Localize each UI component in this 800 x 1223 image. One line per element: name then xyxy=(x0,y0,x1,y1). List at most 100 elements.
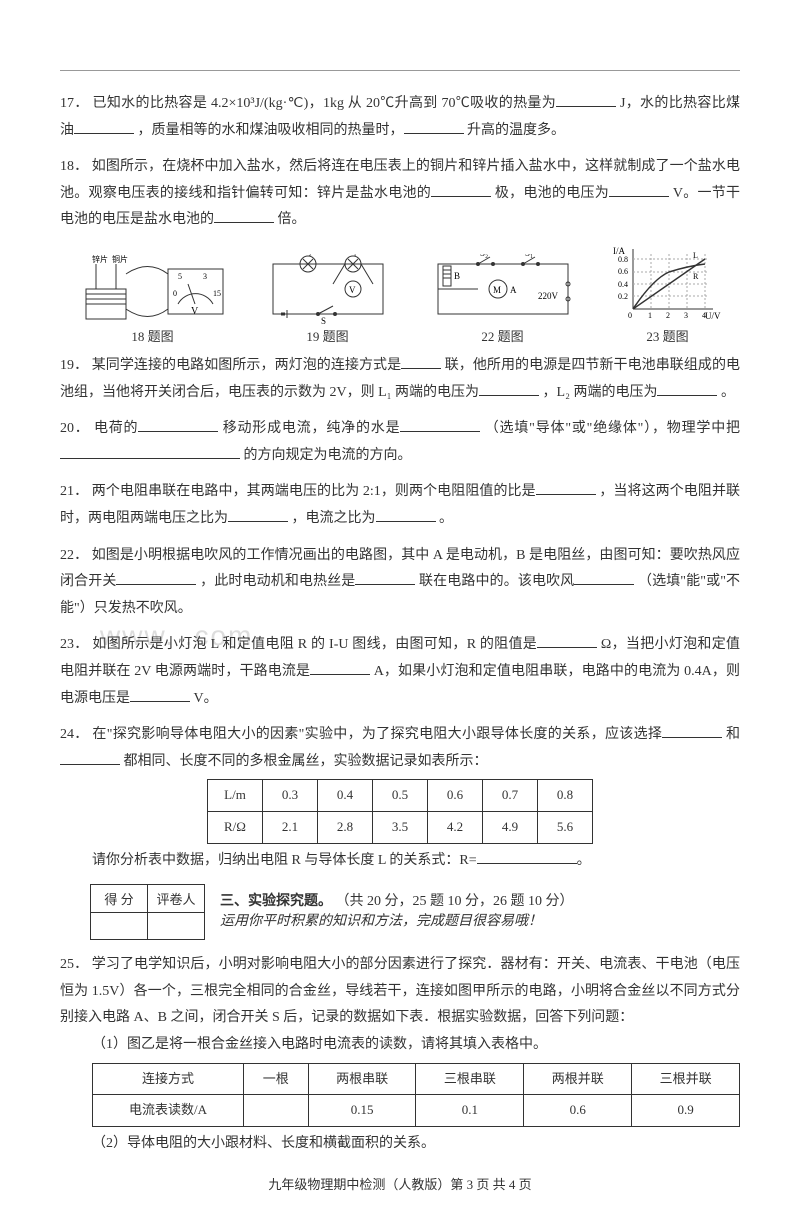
blank xyxy=(60,444,240,459)
svg-text:220V: 220V xyxy=(538,291,559,301)
q24-table: L/m 0.3 0.4 0.5 0.6 0.7 0.8 R/Ω 2.1 2.8 … xyxy=(207,779,593,843)
q21-text4: 。 xyxy=(439,511,453,526)
q19-num: 19． xyxy=(60,358,88,373)
svg-text:R: R xyxy=(693,272,699,281)
q25-sub2: （2）导体电阻的大小跟材料、长度和横截面积的关系。 xyxy=(60,1131,740,1158)
q20-text3: （选填"导体"或"绝缘体"），物理学中把 xyxy=(485,421,740,436)
blank xyxy=(477,849,577,864)
cell: 两根串联 xyxy=(308,1063,416,1095)
cell: 0.4 xyxy=(318,780,373,812)
blank xyxy=(214,208,274,223)
q19-text3: ，L₂ 两端的电压为 xyxy=(543,385,658,400)
cell: 0.6 xyxy=(428,780,483,812)
svg-text:0.2: 0.2 xyxy=(618,292,628,301)
q24-text2: 和 xyxy=(726,727,740,742)
svg-text:M: M xyxy=(493,285,501,295)
q20-text2: 移动形成电流，纯净的水是 xyxy=(223,421,401,436)
fig22-caption: 22 题图 xyxy=(428,326,578,345)
cell: 4.9 xyxy=(483,811,538,843)
q22-text2: ，此时电动机和电热丝是 xyxy=(200,574,355,589)
figures-row: 锌片铜片 V 03 515 18 题图 L₂ L₁ xyxy=(60,244,740,345)
score-h1: 得 分 xyxy=(91,885,148,913)
section-paren: （共 20 分，25 题 10 分，26 题 10 分） xyxy=(336,894,574,909)
blank xyxy=(130,687,190,702)
cell: 一根 xyxy=(243,1063,308,1095)
table-row: 连接方式 一根 两根串联 三根串联 两根并联 三根并联 xyxy=(93,1063,740,1095)
fig19-caption: 19 题图 xyxy=(263,326,393,345)
score-table: 得 分评卷人 xyxy=(90,884,205,940)
cell: R/Ω xyxy=(208,811,263,843)
table-row: L/m 0.3 0.4 0.5 0.6 0.7 0.8 xyxy=(208,780,593,812)
blank xyxy=(400,417,480,432)
svg-text:S: S xyxy=(321,316,326,324)
question-25: 25． 学习了电学知识后，小明对影响电阻大小的部分因素进行了探究．器材有：开关、… xyxy=(60,952,740,1157)
svg-text:L: L xyxy=(693,251,698,260)
svg-text:0.8: 0.8 xyxy=(618,255,628,264)
svg-text:1: 1 xyxy=(648,311,652,320)
q21-num: 21． xyxy=(60,484,88,499)
blank xyxy=(401,354,441,369)
q18-text4: 倍。 xyxy=(278,212,306,227)
svg-text:0.4: 0.4 xyxy=(618,280,628,289)
blank xyxy=(536,480,596,495)
q20-text1: 电荷的 xyxy=(94,421,138,436)
cell: 两根并联 xyxy=(524,1063,632,1095)
cell: 0.1 xyxy=(416,1095,524,1127)
q24-text1: 在"探究影响导体电阻大小的因素"实验中，为了探究电阻大小跟导体长度的关系，应该选… xyxy=(92,727,662,742)
q21-text3: ，电流之比为 xyxy=(292,511,376,526)
fig18-caption: 18 题图 xyxy=(78,326,228,345)
svg-text:15: 15 xyxy=(213,289,221,298)
cell: 0.5 xyxy=(373,780,428,812)
svg-text:0: 0 xyxy=(173,289,177,298)
q23-text1: 如图所示是小灯泡 L 和定值电阻 R 的 I-U 图线，由图可知，R 的阻值是 xyxy=(92,637,537,652)
cell: 电流表读数/A xyxy=(93,1095,244,1127)
question-22: 22． 如图是小明根据电吹风的工作情况画出的电路图，其中 A 是电动机，B 是电… xyxy=(60,543,740,623)
cell: 3.5 xyxy=(373,811,428,843)
svg-text:S₁: S₁ xyxy=(525,254,533,258)
q21-text1: 两个电阻串联在电路中，其两端电压的比为 2:1，则两个电阻阻值的比是 xyxy=(92,484,536,499)
cell: 0.15 xyxy=(308,1095,416,1127)
score-cell xyxy=(91,913,148,940)
cell: 2.1 xyxy=(263,811,318,843)
q23-num: 23． xyxy=(60,637,89,652)
q20-text4: 的方向规定为电流的方向。 xyxy=(244,448,412,463)
svg-text:V: V xyxy=(349,285,356,295)
svg-text:2: 2 xyxy=(666,311,670,320)
page-footer: 九年级物理期中检测（人教版）第 3 页 共 4 页 xyxy=(60,1174,740,1193)
blank xyxy=(556,92,616,107)
q19-text4: 。 xyxy=(721,385,735,400)
section-title: 三、实验探究题。 xyxy=(220,894,332,909)
q25-table: 连接方式 一根 两根串联 三根串联 两根并联 三根并联 电流表读数/A 0.15… xyxy=(92,1063,740,1127)
q22-num: 22． xyxy=(60,548,88,563)
fig18-svg: 锌片铜片 V 03 515 xyxy=(78,254,228,324)
q25-text1: 学习了电学知识后，小明对影响电阻大小的部分因素进行了探究．器材有：开关、电流表、… xyxy=(60,957,740,1025)
q24-text4: 请你分析表中数据，归纳出电阻 R 与导体长度 L 的关系式：R= xyxy=(92,853,477,868)
svg-text:S₂: S₂ xyxy=(480,254,488,258)
cell: 0.3 xyxy=(263,780,318,812)
svg-text:B: B xyxy=(454,271,460,281)
svg-text:L₂: L₂ xyxy=(303,254,312,256)
fig23-svg: I/A U/V 0.80.6 0.40.2 0 12 34 LR xyxy=(613,244,723,324)
svg-text:锌片: 锌片 xyxy=(92,254,108,264)
question-18: 18． 如图所示，在烧杯中加入盐水，然后将连在电压表上的铜片和锌片插入盐水中，这… xyxy=(60,154,740,234)
figure-19: L₂ L₁ V S 19 题图 xyxy=(263,254,393,345)
q17-num: 17． xyxy=(60,96,89,111)
svg-text:U/V: U/V xyxy=(705,311,721,321)
q17-text1: 已知水的比热容是 4.2×10³J/(kg·℃)，1kg 从 20℃升高到 70… xyxy=(93,96,557,111)
score-h2: 评卷人 xyxy=(148,885,205,913)
q24-num: 24． xyxy=(60,727,89,742)
blank xyxy=(376,507,436,522)
cell: 2.8 xyxy=(318,811,373,843)
blank xyxy=(60,750,120,765)
blank xyxy=(404,119,464,134)
cell: 4.2 xyxy=(428,811,483,843)
q18-num: 18． xyxy=(60,159,88,174)
table-row: R/Ω 2.1 2.8 3.5 4.2 4.9 5.6 xyxy=(208,811,593,843)
question-19: 19． 某同学连接的电路如图所示，两灯泡的连接方式是 联，他所用的电源是四节新干… xyxy=(60,353,740,406)
svg-text:L₁: L₁ xyxy=(348,254,357,256)
blank xyxy=(138,417,218,432)
fig22-svg: B M A S₂ S₁ 220V xyxy=(428,254,578,324)
cell: 0.9 xyxy=(632,1095,740,1127)
blank xyxy=(116,570,196,585)
question-20: 20． 电荷的 移动形成电流，纯净的水是 （选填"导体"或"绝缘体"），物理学中… xyxy=(60,416,740,469)
